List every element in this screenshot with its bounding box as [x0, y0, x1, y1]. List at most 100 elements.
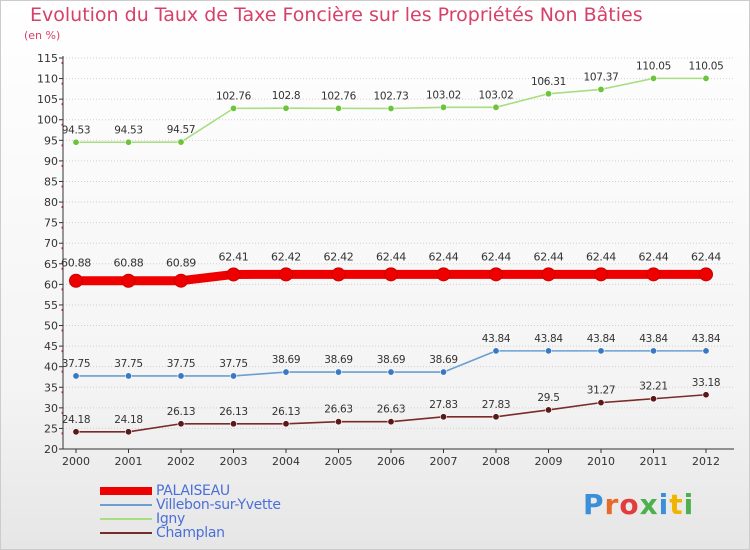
- y-tick-label: 70: [44, 237, 58, 250]
- y-tick-label: 80: [44, 196, 58, 209]
- data-label: 106.31: [531, 76, 566, 88]
- proxiti-logo: Proxiti: [583, 488, 695, 521]
- data-point: [492, 347, 500, 355]
- line-chart: 20 25 30 35 40 45 50 55 60 65 70 75 80 85 90 95 100 105 11…: [37, 52, 734, 468]
- data-point: [699, 267, 713, 282]
- data-point: [492, 103, 500, 111]
- data-label: 60.89: [166, 257, 196, 270]
- data-label: 62.44: [639, 250, 669, 263]
- data-label: 94.57: [167, 124, 196, 136]
- data-point: [230, 372, 238, 380]
- data-point: [282, 104, 290, 112]
- data-point: [436, 267, 451, 282]
- data-point: [174, 273, 188, 288]
- data-label: 27.83: [429, 399, 458, 411]
- data-label: 33.18: [692, 377, 721, 389]
- data-point: [72, 372, 80, 380]
- y-tick-label: 65: [44, 258, 58, 271]
- data-point: [334, 368, 342, 376]
- y-tick-label: 105: [37, 93, 58, 106]
- data-label: 37.75: [167, 358, 196, 370]
- y-tick-label: 75: [44, 217, 58, 230]
- data-label: 43.84: [534, 333, 563, 345]
- y-tick-label: 20: [44, 443, 58, 456]
- legend-swatch: [100, 532, 152, 534]
- data-label: 94.53: [62, 124, 91, 136]
- data-point: [125, 428, 133, 436]
- legend-label: Villebon-sur-Yvette: [156, 497, 281, 513]
- data-point: [125, 138, 133, 146]
- data-label: 37.75: [62, 358, 91, 370]
- data-point: [121, 273, 136, 288]
- data-point: [597, 347, 605, 355]
- data-point: [72, 138, 80, 146]
- x-tick-label: 2010: [587, 455, 615, 468]
- data-label: 26.13: [167, 406, 196, 418]
- data-point: [649, 347, 657, 355]
- data-label: 103.02: [479, 89, 514, 101]
- data-point: [597, 399, 605, 407]
- data-label: 27.83: [482, 399, 511, 411]
- data-label: 103.02: [426, 89, 461, 101]
- y-tick-label: 35: [44, 381, 58, 394]
- data-point: [177, 420, 185, 428]
- legend-label: PALAISEAU: [156, 483, 230, 499]
- data-point: [649, 395, 657, 403]
- y-tick-label: 40: [44, 361, 58, 374]
- y-tick-label: 115: [37, 52, 58, 65]
- data-label: 62.44: [691, 250, 721, 263]
- data-label: 62.41: [219, 250, 249, 263]
- legend-label: Igny: [156, 511, 185, 527]
- data-point: [597, 85, 605, 93]
- data-point: [544, 347, 552, 355]
- x-tick-label: 2009: [535, 455, 563, 468]
- data-label: 29.5: [537, 392, 559, 404]
- y-tick-label: 85: [44, 175, 58, 188]
- data-point: [279, 267, 293, 282]
- data-label: 62.44: [429, 250, 459, 263]
- data-label: 24.18: [62, 414, 91, 426]
- data-label: 37.75: [114, 358, 143, 370]
- data-label: 62.42: [324, 250, 354, 263]
- data-label: 43.84: [639, 333, 668, 345]
- data-point: [702, 347, 710, 355]
- x-tick-label: 2005: [325, 455, 353, 468]
- data-label: 26.63: [324, 404, 353, 416]
- data-point: [177, 372, 185, 380]
- data-point: [594, 267, 608, 282]
- data-point: [282, 368, 290, 376]
- legend-label: Champlan: [156, 525, 225, 541]
- y-tick-label: 90: [44, 155, 58, 168]
- data-point: [230, 104, 238, 112]
- data-point: [439, 413, 447, 421]
- y-tick-label: 95: [44, 134, 58, 147]
- data-label: 62.44: [534, 250, 564, 263]
- x-tick-label: 2012: [692, 455, 720, 468]
- data-label: 24.18: [114, 414, 143, 426]
- x-tick-label: 2000: [62, 455, 90, 468]
- data-point: [492, 413, 500, 421]
- data-point: [439, 103, 447, 111]
- data-label: 38.69: [272, 354, 301, 366]
- y-axis-unit-label: (en %): [24, 29, 61, 42]
- data-label: 43.84: [482, 333, 511, 345]
- data-point: [282, 420, 290, 428]
- y-tick-label: 25: [44, 422, 58, 435]
- data-point: [387, 105, 395, 113]
- x-tick-label: 2007: [430, 455, 458, 468]
- data-point: [177, 138, 185, 146]
- data-label: 62.42: [271, 250, 301, 263]
- data-label: 102.76: [321, 90, 357, 102]
- data-point: [331, 267, 346, 282]
- legend-swatch: [100, 504, 152, 506]
- data-point: [72, 428, 80, 436]
- data-label: 102.8: [272, 90, 301, 102]
- data-point: [702, 74, 710, 82]
- data-point: [439, 368, 447, 376]
- data-point: [541, 267, 556, 282]
- data-label: 110.05: [636, 60, 671, 72]
- data-point: [646, 267, 661, 282]
- y-tick-label: 50: [44, 320, 58, 333]
- data-point: [69, 273, 83, 288]
- data-point: [230, 420, 238, 428]
